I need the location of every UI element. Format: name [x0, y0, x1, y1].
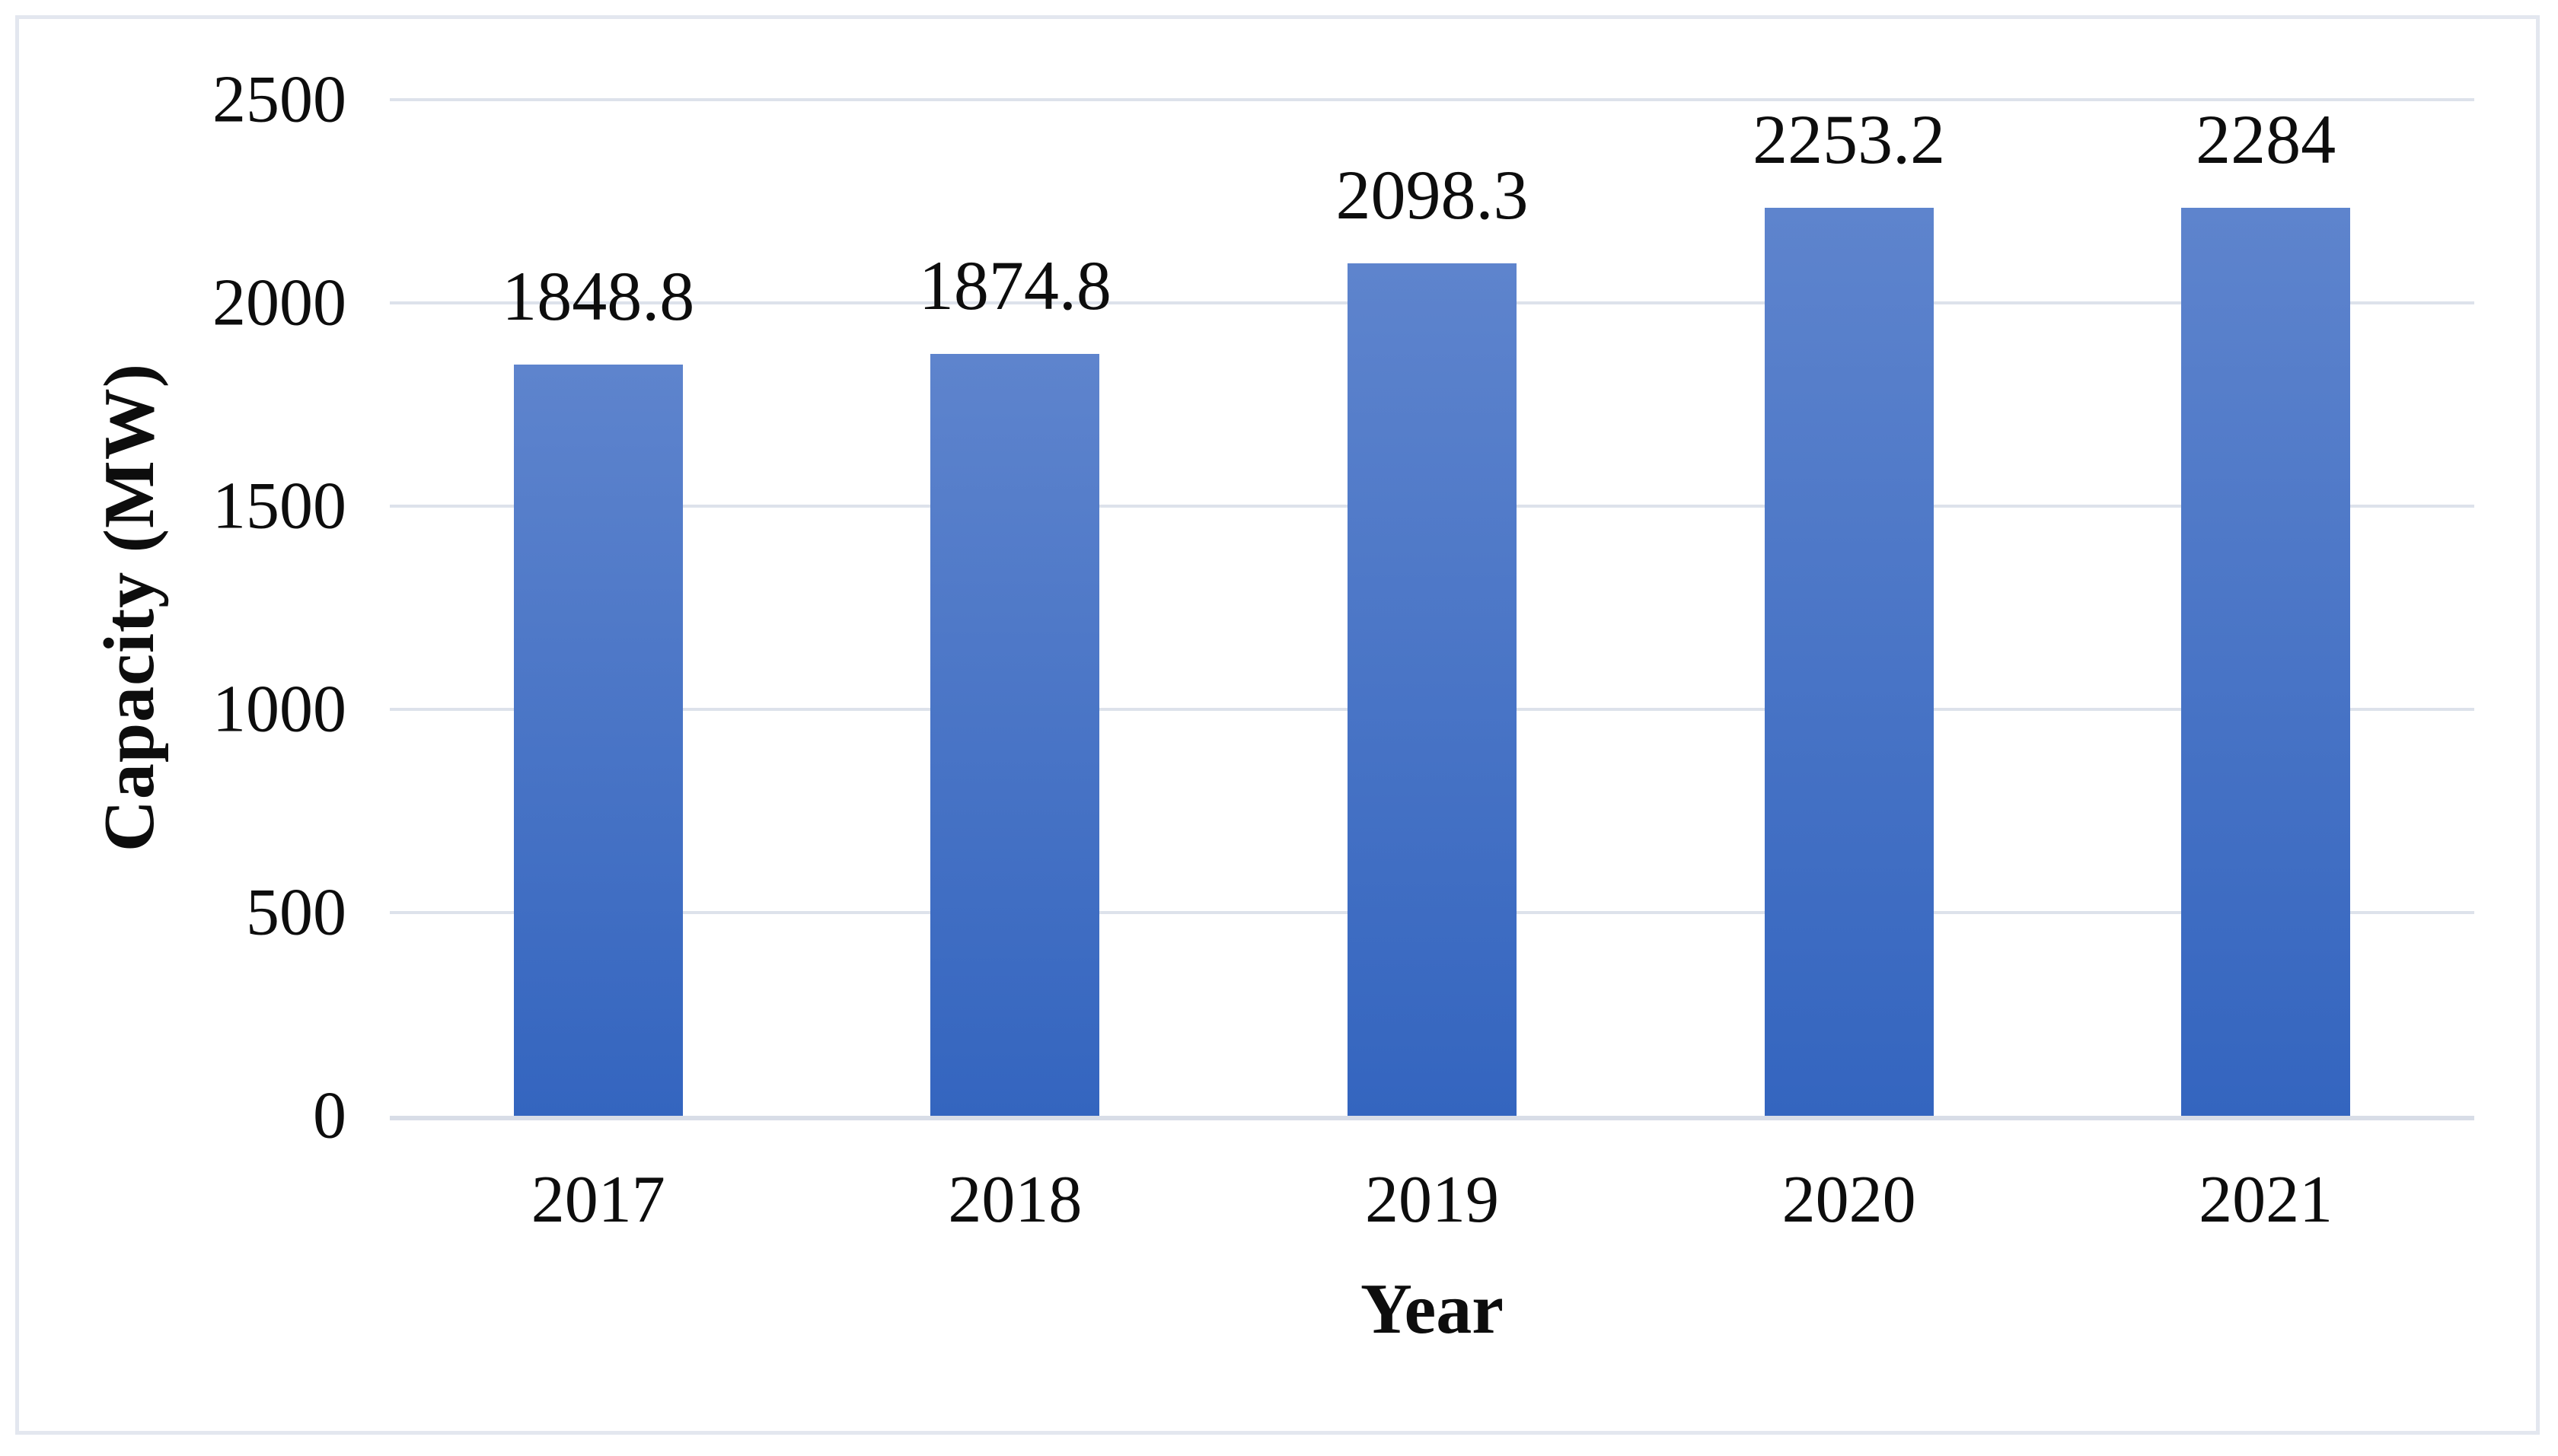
bar-slot-2020: 2253.2	[1641, 100, 2058, 1116]
chart-frame	[15, 15, 2540, 1435]
gridline-2500	[390, 98, 2474, 101]
x-tick-2019: 2019	[1364, 1163, 1499, 1237]
y-tick-2000: 2000	[212, 266, 346, 340]
plot-area: 1848.8 1874.8 2098.3 2253.2 2284	[390, 98, 2474, 1120]
data-label-2021: 2284	[2196, 100, 2336, 178]
bar-2019	[1347, 263, 1517, 1116]
x-tick-2020: 2020	[1781, 1163, 1916, 1237]
y-tick-1000: 1000	[212, 672, 346, 747]
x-axis-title: Year	[1360, 1270, 1504, 1349]
x-axis-line	[390, 1116, 2474, 1120]
bar-slot-2017: 1848.8	[390, 100, 807, 1116]
bar-series: 1848.8 1874.8 2098.3 2253.2 2284	[390, 100, 2474, 1116]
data-label-2019: 2098.3	[1335, 155, 1529, 234]
data-label-2017: 1848.8	[502, 256, 695, 335]
x-tick-2021: 2021	[2199, 1163, 2333, 1237]
y-tick-2500: 2500	[212, 62, 346, 137]
bar-slot-2021: 2284	[2057, 100, 2474, 1116]
x-tick-2017: 2017	[531, 1163, 665, 1237]
y-axis-tick-labels: 2500 2000 1500 1000 500 0	[0, 63, 346, 1153]
bar-slot-2018: 1874.8	[807, 100, 1224, 1116]
data-label-2020: 2253.2	[1753, 100, 1946, 178]
data-label-2018: 1874.8	[918, 246, 1112, 324]
x-axis-tick-labels: 2017 2018 2019 2020 2021	[390, 1116, 2474, 1238]
bar-2017	[513, 364, 683, 1116]
bar-slot-2019: 2098.3	[1223, 100, 1641, 1116]
y-tick-1500: 1500	[212, 469, 346, 543]
bar-2021	[2181, 208, 2351, 1116]
x-tick-2018: 2018	[948, 1163, 1083, 1237]
y-tick-500: 500	[246, 875, 346, 950]
y-tick-0: 0	[313, 1078, 346, 1153]
bar-2018	[930, 353, 1100, 1116]
bar-2020	[1764, 208, 1934, 1116]
